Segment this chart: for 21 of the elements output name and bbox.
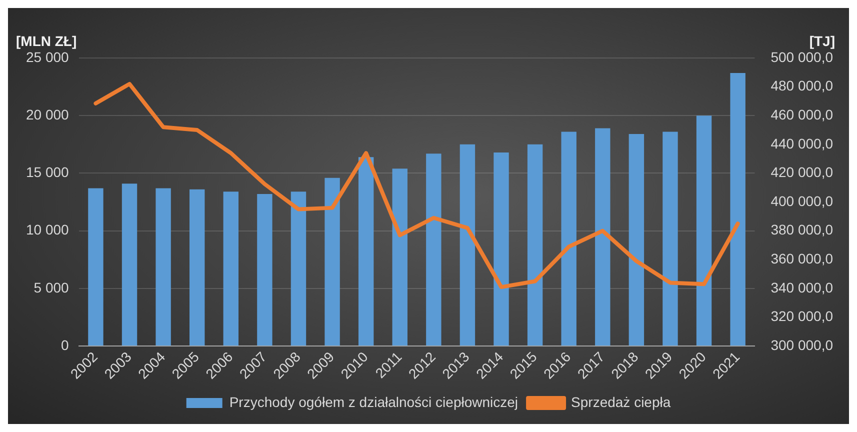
y2-tick-label: 320 000,0 [770, 308, 834, 324]
y2-tick-label: 300 000,0 [770, 336, 834, 353]
y2-tick-label: 480 000,0 [770, 78, 834, 94]
y2-tick-label: 460 000,0 [770, 106, 834, 122]
y2-tick-label: 360 000,0 [770, 250, 834, 267]
y2-tick-label: 420 000,0 [770, 164, 834, 180]
y2-tick-label: 380 000,0 [770, 222, 834, 238]
y2-axis-title: [TJ] [809, 32, 835, 49]
y-axis-title: [MLN ZŁ] [16, 32, 77, 49]
y-tick-label: 20 000 [26, 106, 70, 122]
y-tick-label: 15 000 [26, 164, 70, 180]
y2-tick-label: 400 000,0 [770, 192, 834, 209]
y-tick-label: 10 000 [26, 222, 70, 238]
y-tick-label: 0 [61, 336, 70, 353]
legend-label: Przychody ogółem z działalności ciepłowniczej [229, 394, 518, 410]
y-tick-label: 5 000 [34, 279, 70, 296]
y-tick-label: 25 000 [26, 48, 70, 65]
y2-tick-label: 340 000,0 [770, 279, 834, 296]
y2-tick-label: 500 000,0 [770, 48, 834, 65]
y2-tick-label: 440 000,0 [770, 135, 834, 152]
legend-label: Sprzedaż ciepła [571, 394, 671, 410]
